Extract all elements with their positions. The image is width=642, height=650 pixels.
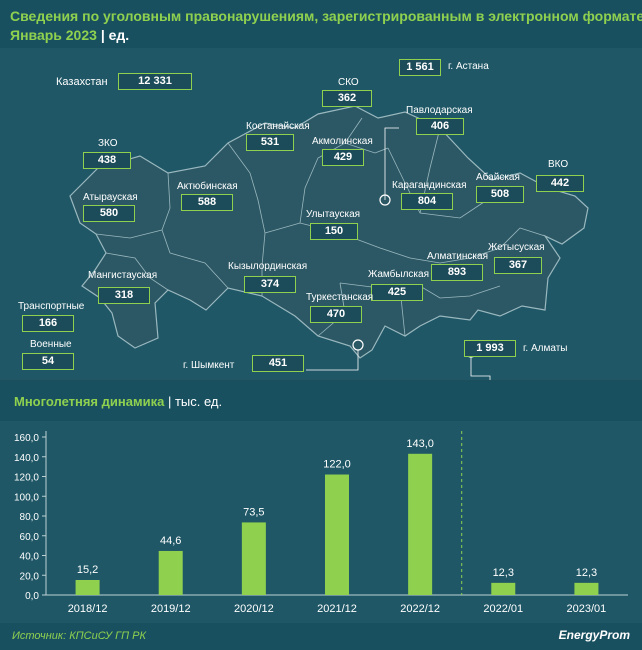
chart-panel: 0,0 20,0 40,0 60,0 80,0 100,0 120,0 140,0 160,0 1… <box>0 421 642 623</box>
y-tick-label: 120,0 <box>14 473 39 484</box>
zhambyl-label: Жамбылская <box>368 269 429 280</box>
bar <box>158 550 183 595</box>
pavlodar-label: Павлодарская <box>406 105 473 116</box>
military-value: 54 <box>22 353 74 370</box>
astana-marker <box>379 194 391 206</box>
kazakhstan-value: 12 331 <box>118 73 192 90</box>
map-panel: Казахстан 12 331 СКО 362 1 561 г. Астана… <box>0 48 642 380</box>
sko-label: СКО <box>338 77 359 88</box>
x-tick-label: 2023/01 <box>567 603 607 615</box>
shymkent-marker <box>352 339 364 351</box>
turkestan-value: 470 <box>310 306 362 323</box>
y-tick-label: 140,0 <box>14 453 39 464</box>
bar-value-label: 15,2 <box>77 564 98 576</box>
turkestan-label: Туркестанская <box>306 292 374 303</box>
mangystau-value: 318 <box>98 287 150 304</box>
shymkent-label: г. Шымкент <box>183 360 235 371</box>
section-title: Многолетняя динамика | тыс. ед. <box>14 394 222 409</box>
shymkent-value: 451 <box>252 355 304 372</box>
section-header: Многолетняя динамика | тыс. ед. <box>0 381 642 421</box>
section-title-text: Многолетняя динамика <box>14 394 165 409</box>
y-tick-label: 160,0 <box>14 433 39 444</box>
transport-label: Транспортные <box>18 301 85 312</box>
page-title: Сведения по уголовным правонарушениям, з… <box>10 8 642 24</box>
kostanay-label: Костанайская <box>246 121 310 132</box>
kostanay-value: 531 <box>246 134 294 151</box>
almaty-label: г. Алматы <box>523 343 568 354</box>
astana-label: г. Астана <box>448 61 489 72</box>
bar <box>408 453 433 595</box>
page-subtitle: Январь 2023 | ед. <box>10 27 129 43</box>
zko-value: 438 <box>83 152 131 169</box>
abay-value: 508 <box>476 186 524 203</box>
karaganda-value: 804 <box>401 193 453 210</box>
period-label: Январь 2023 <box>10 27 97 43</box>
unit-label: ед. <box>108 27 130 43</box>
bar <box>241 522 266 595</box>
section-unit: тыс. ед. <box>174 394 223 409</box>
y-tick-label: 40,0 <box>20 552 40 563</box>
aktobe-label: Актюбинская <box>177 181 238 192</box>
pavlodar-value: 406 <box>416 118 464 135</box>
section-separator: | <box>167 394 172 409</box>
x-tick-label: 2019/12 <box>151 603 191 615</box>
bar-value-label: 12,3 <box>576 567 597 579</box>
karaganda-label: Карагандинская <box>392 180 467 191</box>
astana-value: 1 561 <box>399 59 441 76</box>
atyrau-label: Атырауская <box>83 192 138 203</box>
bar-value-label: 73,5 <box>243 506 264 518</box>
akmola-label: Акмолинская <box>312 136 373 147</box>
y-tick-label: 100,0 <box>14 492 39 503</box>
y-tick-label: 80,0 <box>20 512 40 523</box>
transport-value: 166 <box>22 315 74 332</box>
y-tick-label: 0,0 <box>25 591 39 602</box>
bar-value-label: 122,0 <box>323 459 351 471</box>
military-label: Военные <box>30 339 72 350</box>
vko-label: ВКО <box>548 159 569 170</box>
x-tick-label: 2018/12 <box>68 603 108 615</box>
x-tick-label: 2022/12 <box>400 603 440 615</box>
sko-value: 362 <box>322 90 372 107</box>
zhetysu-label: Жетысуская <box>488 242 545 253</box>
almatyobl-label: Алматинская <box>427 251 488 262</box>
bar-value-label: 12,3 <box>493 567 514 579</box>
zhambyl-value: 425 <box>371 284 423 301</box>
zhetysu-value: 367 <box>494 257 542 274</box>
kazakhstan-label: Казахстан <box>56 76 108 88</box>
y-tick-label: 20,0 <box>20 571 40 582</box>
vko-value: 442 <box>536 175 584 192</box>
bar-chart: 0,0 20,0 40,0 60,0 80,0 100,0 120,0 140,0 160,0 1… <box>14 431 628 615</box>
atyrau-value: 580 <box>83 205 135 222</box>
footer: Источник: КПСиСУ ГП РК EnergyProm <box>0 623 642 650</box>
header: Сведения по уголовным правонарушениям, з… <box>0 0 642 48</box>
aktobe-value: 588 <box>181 194 233 211</box>
bar <box>75 579 100 595</box>
x-tick-label: 2020/12 <box>234 603 274 615</box>
kyzylorda-label: Кызылординская <box>228 261 308 272</box>
bar-value-label: 143,0 <box>406 438 434 450</box>
almatyobl-value: 893 <box>431 264 483 281</box>
almaty-value: 1 993 <box>464 340 516 357</box>
y-tick-label: 60,0 <box>20 532 40 543</box>
bar <box>325 474 349 595</box>
akmola-value: 429 <box>322 149 364 166</box>
ulytau-label: Улытауская <box>306 209 361 220</box>
x-tick-label: 2022/01 <box>483 603 523 615</box>
zko-label: ЗКО <box>98 138 118 149</box>
brand-logo: EnergyProm <box>558 628 630 642</box>
leader-lines <box>306 127 491 380</box>
x-tick-label: 2021/12 <box>317 603 357 615</box>
kyzylorda-value: 374 <box>244 276 296 293</box>
mangystau-label: Мангистауская <box>88 270 158 281</box>
title-separator: | <box>100 27 105 43</box>
bar-value-label: 44,6 <box>160 535 181 547</box>
bar <box>574 582 599 595</box>
ulytau-value: 150 <box>310 223 358 240</box>
bar <box>491 582 516 595</box>
abay-label: Абайская <box>476 172 520 183</box>
source-text: Источник: КПСиСУ ГП РК <box>12 630 146 642</box>
